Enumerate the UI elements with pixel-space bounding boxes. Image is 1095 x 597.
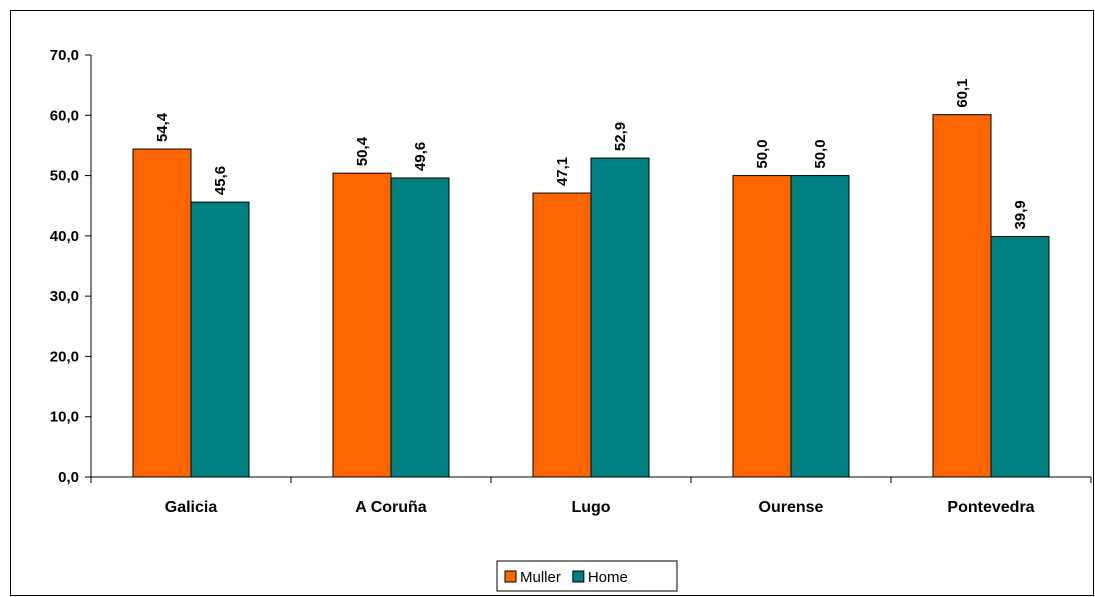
bar-muller [932, 114, 992, 478]
y-tick-label: 30,0 [50, 288, 79, 305]
y-tick-label: 40,0 [50, 228, 79, 245]
legend-box [496, 560, 678, 592]
data-label: 39,9 [1012, 200, 1029, 229]
category-label: Galicia [165, 499, 218, 516]
bar-home [390, 177, 450, 478]
bar-muller [132, 148, 192, 478]
category-label: A Coruña [355, 499, 427, 516]
legend-label-home: Home [588, 569, 628, 586]
y-tick-label: 50,0 [50, 168, 79, 185]
y-tick-label: 0,0 [58, 469, 79, 486]
y-axis: 0,0 10,0 20,0 30,0 40,0 50,0 60,0 70,0 [50, 47, 92, 486]
data-label: 45,6 [212, 166, 229, 195]
data-label: 50,4 [354, 136, 371, 166]
category-label: Pontevedra [947, 499, 1034, 516]
legend-swatch-muller [504, 570, 517, 583]
data-label: 50,0 [812, 139, 829, 168]
bar-home [590, 157, 650, 478]
category-label: Ourense [759, 499, 824, 516]
y-tick-label: 20,0 [50, 348, 79, 365]
data-label: 50,0 [754, 139, 771, 168]
bar-muller [532, 192, 592, 478]
y-tick-label: 60,0 [50, 107, 79, 124]
bar-home [990, 235, 1050, 478]
category-label: Lugo [571, 499, 610, 516]
data-label: 54,4 [154, 112, 171, 142]
chart-area: 0,0 10,0 20,0 30,0 40,0 50,0 60,0 70,0 Galicia A… [10, 10, 1094, 596]
bars [132, 114, 1050, 478]
data-label: 47,1 [554, 157, 571, 186]
legend: Muller Home [496, 560, 678, 592]
legend-swatch-home [572, 570, 585, 583]
data-labels: 54,4 45,6 50,4 49,6 47,1 52,9 50,0 50,0 60,1 39,9 [154, 78, 1029, 229]
data-label: 60,1 [954, 78, 971, 107]
bar-muller [732, 175, 792, 478]
data-label: 52,9 [612, 122, 629, 151]
x-axis: Galicia A Coruña Lugo Ourense Pontevedra [90, 476, 1092, 516]
bar-home [190, 201, 250, 478]
bar-muller [332, 172, 392, 478]
y-tick-label: 70,0 [50, 47, 79, 64]
bar-chart: 0,0 10,0 20,0 30,0 40,0 50,0 60,0 70,0 Galicia A… [50, 47, 1092, 592]
bar-home [790, 175, 850, 478]
y-tick-label: 10,0 [50, 409, 79, 426]
data-label: 49,6 [412, 142, 429, 171]
legend-label-muller: Muller [520, 569, 561, 586]
